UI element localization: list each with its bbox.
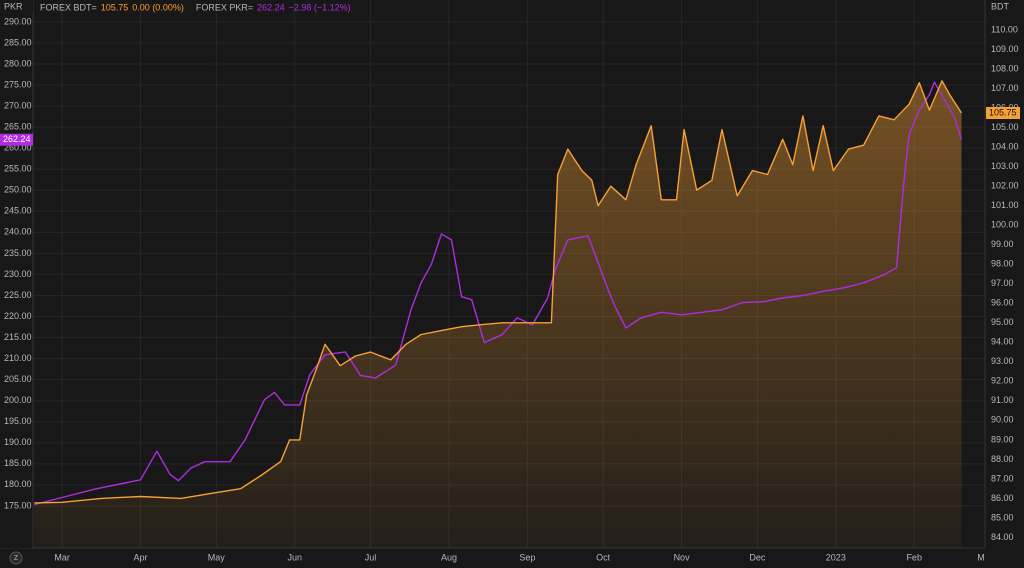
y-tick-label: 210.00 bbox=[4, 353, 32, 363]
y2-tick-label: 103.00 bbox=[991, 161, 1019, 171]
x-tick-label: May bbox=[208, 552, 226, 562]
y-tick-label: 290.00 bbox=[4, 16, 32, 26]
y-tick-label: 200.00 bbox=[4, 395, 32, 405]
y-tick-label: 250.00 bbox=[4, 185, 32, 195]
price-tag-label: 262.24 bbox=[3, 134, 31, 144]
y2-tick-label: 90.00 bbox=[991, 415, 1014, 425]
legend-last: 105.75 bbox=[101, 2, 129, 12]
x-tick-label: 2023 bbox=[826, 552, 846, 562]
line bbox=[34, 81, 963, 506]
y2-tick-label: 110.00 bbox=[991, 24, 1018, 34]
y2-tick-label: 95.00 bbox=[991, 317, 1014, 327]
y-tick-label: 215.00 bbox=[4, 332, 32, 342]
y2-tick-label: 91.00 bbox=[991, 395, 1014, 405]
zoom-icon: Z bbox=[14, 555, 19, 562]
price-tag-label: 105.75 bbox=[989, 107, 1017, 117]
y2-tick-label: 92.00 bbox=[991, 376, 1014, 386]
line bbox=[34, 80, 963, 504]
y2-axis-title: BDT bbox=[991, 1, 1010, 11]
y-tick-label: 245.00 bbox=[4, 206, 32, 216]
y2-tick-label: 87.00 bbox=[991, 473, 1014, 483]
y2-tick-label: 107.00 bbox=[991, 83, 1019, 93]
y-tick-label: 175.00 bbox=[4, 500, 32, 510]
price-tag bbox=[0, 133, 33, 146]
x-tick-label: Sep bbox=[519, 552, 535, 562]
y-axis-title-bg bbox=[0, 0, 33, 14]
y-tick-label: 195.00 bbox=[4, 416, 32, 426]
y-tick-label: 220.00 bbox=[4, 311, 32, 321]
y-axis-panel bbox=[0, 0, 33, 548]
y2-tick-label: 97.00 bbox=[991, 278, 1014, 288]
y2-tick-label: 89.00 bbox=[991, 434, 1014, 444]
legend-name: FOREX PKR= bbox=[196, 2, 253, 12]
y2-tick-label: 93.00 bbox=[991, 356, 1014, 366]
y2-tick-label: 86.00 bbox=[991, 493, 1014, 503]
y-tick-label: 180.00 bbox=[4, 479, 32, 489]
y2-tick-label: 109.00 bbox=[991, 44, 1019, 54]
y-tick-label: 185.00 bbox=[4, 458, 32, 468]
y2-tick-label: 105.00 bbox=[991, 122, 1019, 132]
y-tick-label: 270.00 bbox=[4, 100, 32, 110]
y2-tick-label: 85.00 bbox=[991, 512, 1014, 522]
y-tick-label: 190.00 bbox=[4, 437, 32, 447]
y2-tick-label: 98.00 bbox=[991, 259, 1014, 269]
x-tick-label: Dec bbox=[749, 552, 766, 562]
y2-tick-label: 104.00 bbox=[991, 142, 1019, 152]
y2-tick-label: 99.00 bbox=[991, 239, 1014, 249]
x-tick-label: Feb bbox=[906, 552, 922, 562]
x-tick-label: Jun bbox=[287, 552, 302, 562]
y-tick-label: 240.00 bbox=[4, 227, 32, 237]
y-tick-label: 205.00 bbox=[4, 374, 32, 384]
x-tick-label: Aug bbox=[441, 552, 457, 562]
price-tag bbox=[986, 106, 1020, 119]
legend-name: FOREX BDT= bbox=[40, 2, 97, 12]
x-tick-label: Apr bbox=[133, 552, 147, 562]
y2-axis-title-bg bbox=[986, 0, 1024, 14]
y-tick-label: 280.00 bbox=[4, 58, 32, 68]
x-tick-label: Oct bbox=[596, 552, 611, 562]
y2-tick-label: 102.00 bbox=[991, 181, 1019, 191]
y-tick-label: 225.00 bbox=[4, 290, 32, 300]
x-tick-label: Mar bbox=[54, 552, 70, 562]
y-tick-label: 285.00 bbox=[4, 37, 32, 47]
x-tick-label: Nov bbox=[674, 552, 691, 562]
y-tick-label: 260.00 bbox=[4, 143, 32, 153]
x-tick-label: Jul bbox=[365, 552, 377, 562]
y-tick-label: 235.00 bbox=[4, 248, 32, 258]
area bbox=[34, 80, 962, 549]
y2-tick-label: 101.00 bbox=[991, 200, 1019, 210]
y-axis-title: PKR bbox=[4, 1, 23, 11]
y2-tick-label: 94.00 bbox=[991, 337, 1014, 347]
y-tick-label: 230.00 bbox=[4, 269, 32, 279]
legend-last: 262.24 bbox=[257, 2, 285, 12]
zoom-button[interactable] bbox=[9, 551, 23, 565]
y2-tick-label: 100.00 bbox=[991, 220, 1019, 230]
y-tick-label: 265.00 bbox=[4, 121, 32, 131]
legend-change: 0.00 (0.00%) bbox=[132, 2, 184, 12]
x-axis-panel bbox=[0, 548, 1024, 568]
y2-tick-label: 96.00 bbox=[991, 298, 1014, 308]
y2-axis-panel bbox=[985, 0, 1024, 568]
y2-tick-label: 88.00 bbox=[991, 454, 1014, 464]
y2-tick-label: 108.00 bbox=[991, 63, 1019, 73]
y-tick-label: 255.00 bbox=[4, 164, 32, 174]
y2-tick-label: 84.00 bbox=[991, 532, 1014, 542]
y-tick-label: 275.00 bbox=[4, 79, 32, 89]
legend-change: −2.98 (−1.12%) bbox=[289, 2, 351, 12]
